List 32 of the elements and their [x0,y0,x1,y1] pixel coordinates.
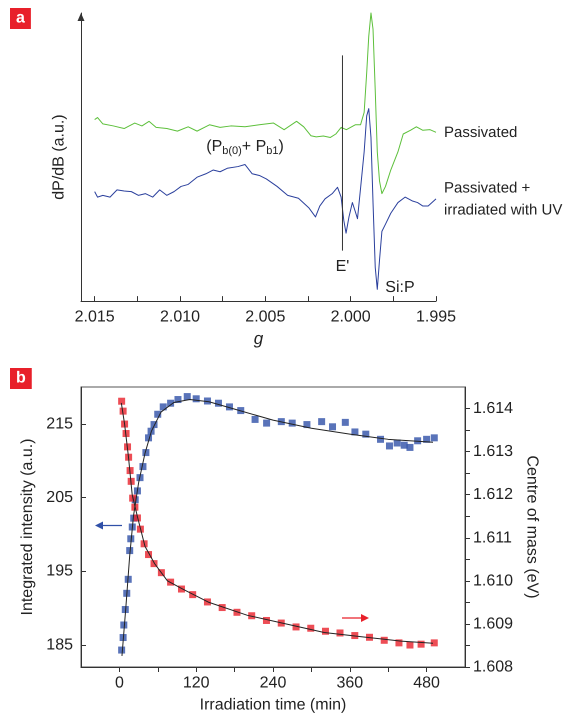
x-tick-label: 0 [114,674,124,692]
series-label: Passivated [444,124,518,141]
x-tick-label: 2.000 [330,308,371,326]
annotation: E' [336,258,350,276]
y-tick-label: 215 [46,415,74,432]
y2-tick-label: 1.611 [473,529,512,546]
y-axis-title: dP/dB (a.u.) [50,114,68,200]
y2-tick-label: 1.610 [473,572,514,590]
y2-tick-label: 1.614 [473,400,514,418]
y-axis-title: Integrated intensity (a.u.) [18,438,36,616]
x-tick-label: 120 [182,674,210,692]
x-tick-label: 480 [413,674,440,692]
x-tick-label: 1.995 [416,308,456,326]
series-label: Passivated + irradiated with UV [444,179,562,218]
chart-title: a [16,10,25,26]
x-tick-label: 2.010 [160,308,200,326]
y2-tick-label: 1.608 [473,658,514,676]
y2-tick-label: 1.609 [473,615,514,632]
annotation: Si:P [385,278,415,296]
x-tick-label: 2.015 [74,308,115,326]
y2-tick-label: 1.612 [473,486,514,504]
x-axis-title: Irradiation time (min) [200,696,346,714]
y2-tick-label: 1.613 [473,443,514,460]
x-tick-label: 360 [336,674,364,692]
x-tick-label: 2.005 [245,308,286,326]
y-tick-label: 205 [46,489,74,506]
x-axis-title: g [254,329,264,348]
chart-title: b [16,370,26,386]
y-tick-label: 185 [46,636,74,654]
y2-axis-title: Centre of mass (eV) [523,455,540,599]
y-tick-label: 195 [46,562,74,580]
x-tick-label: 240 [260,674,286,692]
